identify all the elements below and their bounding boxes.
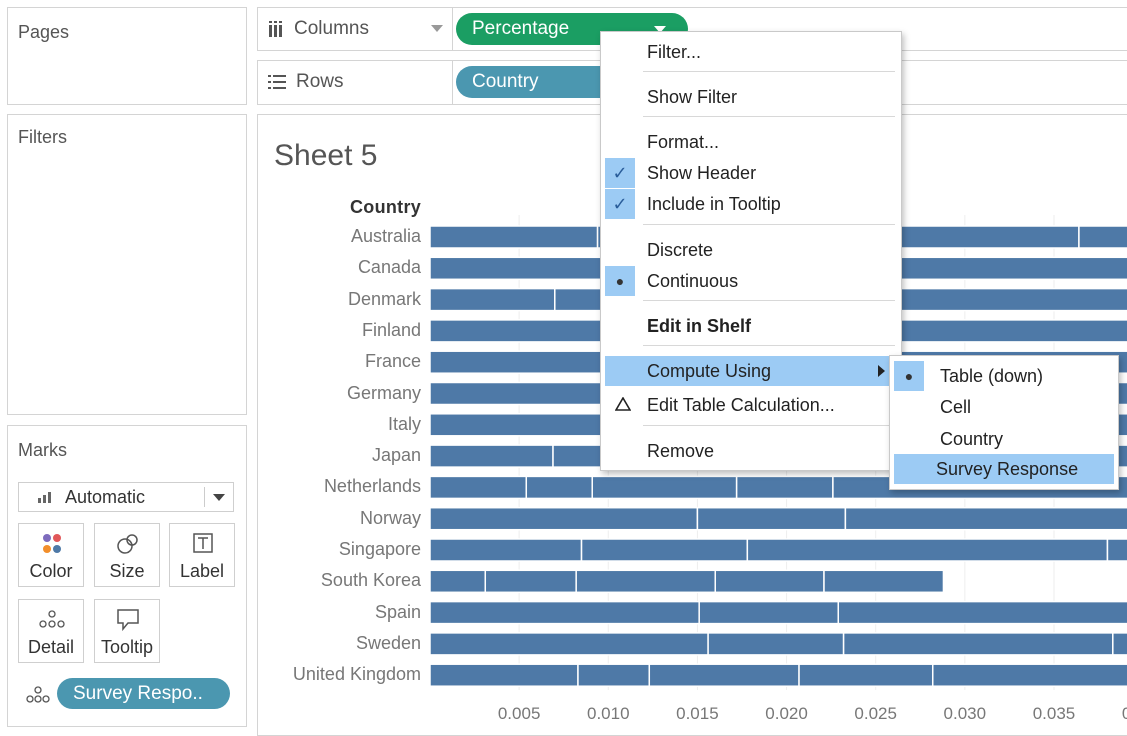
row-label[interactable]: Spain <box>374 601 421 622</box>
survey-response-detail-pill[interactable]: Survey Respo.. <box>57 678 230 709</box>
menu-item-show-header[interactable]: ✓ Show Header <box>605 158 897 188</box>
bar-chart-icon <box>38 492 51 503</box>
size-icon <box>117 534 138 554</box>
x-tick-label: 0.015 <box>676 704 719 723</box>
size-button[interactable]: Size <box>94 523 160 587</box>
submenu-item-table-down[interactable]: ● Table (down) <box>894 361 1114 391</box>
bar-segment[interactable] <box>931 663 1127 687</box>
bar-segment[interactable] <box>823 569 945 594</box>
submenu-item-survey-response[interactable]: Survey Response <box>894 454 1114 484</box>
bar-segment[interactable] <box>1106 538 1127 562</box>
row-label[interactable]: Netherlands <box>323 476 421 497</box>
percentage-pill-label: Percentage <box>472 18 570 39</box>
chevron-down-icon[interactable] <box>654 26 666 34</box>
tooltip-icon <box>117 609 139 632</box>
detail-icon <box>26 686 50 703</box>
row-label[interactable]: Australia <box>350 226 421 246</box>
sheet-title: Sheet 5 <box>274 139 378 172</box>
filters-title: Filters <box>18 127 67 147</box>
detail-icon <box>39 610 65 628</box>
pages-title: Pages <box>18 22 70 42</box>
row-label[interactable]: Japan <box>371 445 421 466</box>
row-label[interactable]: Norway <box>359 507 421 528</box>
marks-title: Marks <box>18 440 67 460</box>
context-menu: Filter... Show Filter Format... ✓ Show H… <box>600 31 902 471</box>
checkmark-icon: ✓ <box>605 189 635 219</box>
mark-type-label: Automatic <box>65 487 146 507</box>
delta-icon <box>615 397 631 411</box>
bar-segment[interactable] <box>1112 632 1127 656</box>
x-axis: 0.005 0.010 0.015 0.020 0.025 0.030 0.035 0.040… <box>258 115 1127 735</box>
include-in-tooltip-label: Include in Tooltip <box>647 194 781 214</box>
x-tick-label: 0.010 <box>586 704 630 723</box>
menu-item-compute-using[interactable]: Compute Using <box>605 356 897 386</box>
menu-item-include-in-tooltip[interactable]: ✓ Include in Tooltip <box>605 189 897 219</box>
radio-dot-icon: ● <box>894 361 924 391</box>
row-label[interactable]: France <box>364 351 421 372</box>
rows-label: Rows <box>296 71 344 92</box>
x-tick-label: 0.020 <box>765 704 808 723</box>
menu-item-edit-in-shelf[interactable]: Edit in Shelf <box>647 316 752 336</box>
row-label[interactable]: South Korea <box>320 570 421 591</box>
mark-type-dropdown[interactable]: Automatic <box>18 482 234 512</box>
x-tick-label: 0.005 <box>497 704 541 723</box>
chevron-down-icon <box>213 494 225 501</box>
menu-item-remove[interactable]: Remove <box>647 441 715 461</box>
tooltip-button[interactable]: Tooltip <box>94 599 160 663</box>
tooltip-label: Tooltip <box>100 637 154 657</box>
show-header-label: Show Header <box>647 163 757 183</box>
table-down-label: Table (down) <box>940 366 1044 386</box>
rows-icon <box>268 75 286 89</box>
row-label[interactable]: Sweden <box>355 632 421 653</box>
bar-segment[interactable] <box>837 600 1127 625</box>
color-label: Color <box>29 561 73 581</box>
row-labels: Australia Canada Denmark Finland France Germa… <box>258 115 421 715</box>
radio-dot-icon: ● <box>605 266 635 296</box>
chevron-down-icon[interactable] <box>431 25 443 33</box>
country-rows-pill[interactable]: Country <box>456 66 616 98</box>
columns-icon <box>269 21 282 37</box>
size-label: Size <box>109 561 145 581</box>
row-label[interactable]: Finland <box>361 319 421 340</box>
text-label-icon <box>193 533 213 553</box>
menu-item-filter[interactable]: Filter... <box>647 42 702 62</box>
row-label[interactable]: Italy <box>387 413 421 434</box>
detail-label: Detail <box>27 637 75 657</box>
submenu-arrow-icon <box>878 365 885 377</box>
x-tick-label: 0.025 <box>854 704 897 723</box>
x-tick-label: 0.040 <box>1122 704 1127 724</box>
columns-label: Columns <box>294 18 369 39</box>
menu-item-discrete[interactable]: Discrete <box>647 240 714 260</box>
detail-button[interactable]: Detail <box>18 599 84 663</box>
submenu-item-country[interactable]: Country <box>940 429 1004 449</box>
pages-panel[interactable]: Pages <box>7 7 247 105</box>
label-label: Label <box>179 561 225 581</box>
bar-segment[interactable] <box>844 506 1127 531</box>
row-label[interactable]: Singapore <box>338 539 421 559</box>
color-button[interactable]: Color <box>18 523 84 587</box>
compute-using-submenu: ● Table (down) Cell Country Survey Respo… <box>889 355 1119 490</box>
menu-item-format[interactable]: Format... <box>647 132 720 152</box>
row-label[interactable]: Denmark <box>347 288 421 309</box>
edit-table-calc-label: Edit Table Calculation... <box>647 395 835 415</box>
filters-panel[interactable]: Filters <box>7 114 247 415</box>
compute-using-label: Compute Using <box>647 361 772 381</box>
marks-panel: Marks Automatic Color Size Label <box>7 425 247 727</box>
menu-item-show-filter[interactable]: Show Filter <box>647 87 738 107</box>
color-icon <box>43 534 61 553</box>
menu-item-continuous[interactable]: ● Continuous <box>605 266 897 296</box>
checkmark-icon: ✓ <box>605 158 635 188</box>
row-label[interactable]: Germany <box>346 382 421 403</box>
row-header-country: Country <box>350 197 422 217</box>
x-tick-label: 0.030 <box>943 704 987 723</box>
menu-item-edit-table-calculation[interactable]: Edit Table Calculation... <box>605 390 897 420</box>
x-tick-label: 0.035 <box>1032 704 1076 723</box>
continuous-label: Continuous <box>647 271 739 291</box>
bar-segment[interactable] <box>1078 225 1127 249</box>
row-label[interactable]: Canada <box>357 257 421 278</box>
row-label[interactable]: United Kingdom <box>292 664 421 685</box>
submenu-item-cell[interactable]: Cell <box>940 397 972 417</box>
label-button[interactable]: Label <box>169 523 235 587</box>
